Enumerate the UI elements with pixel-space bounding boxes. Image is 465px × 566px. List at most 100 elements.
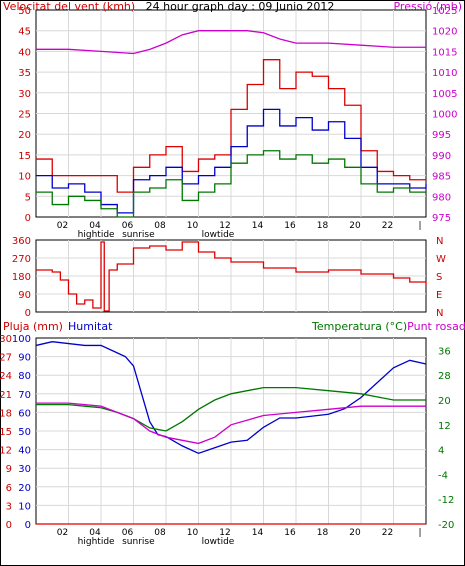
p3-humidity-tick-4: 40 (18, 446, 31, 457)
p3-xtick-5: 12 (219, 528, 230, 538)
panel1-x-ticks: 02 04 06 08 10 12 14 16 18 20 22 | (57, 221, 422, 231)
p1-right-tick-7: 1010 (432, 68, 457, 79)
panel1-event-markers: hightide sunrise lowtide (78, 230, 235, 240)
p2-left-tick-2: 180 (12, 272, 31, 283)
p3-xtick-6: 14 (252, 528, 264, 538)
p3-xtick-10: 22 (382, 528, 393, 538)
p3-rain-tick-5: 15 (0, 427, 12, 438)
p2-compass-1: W (436, 254, 446, 265)
p1-xtick-8: 18 (317, 221, 329, 231)
p1-xtick-0: 02 (57, 221, 68, 231)
p1-xtick-10: 22 (382, 221, 393, 231)
p1-right-tick-0: 975 (432, 213, 451, 224)
p3-temperature-tick-4: -4 (438, 470, 448, 481)
p3-humidity-tick-1: 10 (18, 501, 31, 512)
p1-right-tick-5: 1000 (432, 110, 457, 121)
p3-humidity-tick-8: 80 (18, 371, 31, 382)
panel1-y2label: Pressió (mb) (393, 0, 462, 13)
p3-rain-tick-8: 24 (0, 371, 12, 382)
p3-series-3 (36, 402, 426, 445)
p1-right-tick-6: 1005 (432, 89, 457, 100)
p3-xtick-8: 18 (317, 528, 329, 538)
p1-right-tick-9: 1020 (432, 27, 457, 38)
p3-xtick-0: 02 (57, 528, 68, 538)
p3-temperature-tick-14: 36 (438, 346, 451, 357)
panel3-temperature-ticks: -20 -12 -4 4 12 20 28 36 (438, 346, 454, 531)
p3-humidity-tick-7: 70 (18, 390, 31, 401)
p3-humidity-tick-2: 20 (18, 483, 31, 494)
p1-right-tick-1: 980 (432, 192, 451, 203)
p3-xtick-2: 06 (122, 528, 134, 538)
p1-xtick-7: 16 (284, 221, 296, 231)
p3-marker-sunrise: sunrise (122, 537, 155, 547)
p1-left-tick-3: 15 (18, 151, 31, 162)
dewpoint-label: Punt rosada (407, 320, 465, 333)
p3-humidity-tick-3: 30 (18, 464, 31, 475)
p1-right-tick-4: 995 (432, 130, 451, 141)
panel3-series (35, 341, 427, 525)
p2-compass-3: E (436, 290, 442, 301)
p2-left-tick-3: 270 (12, 254, 31, 265)
p1-marker-hightide: hightide (78, 230, 115, 240)
p1-series-0 (36, 59, 426, 193)
p3-xtick-1: 04 (89, 528, 101, 538)
panel3-temperature-label: Temperatura (°C)Punt rosada (311, 320, 465, 333)
p2-left-tick-1: 90 (18, 290, 31, 301)
p3-humidity-tick-5: 50 (18, 427, 31, 438)
p1-left-tick-8: 40 (18, 47, 31, 58)
panel3-rain-ticks: 0 3 6 9 12 15 18 21 24 27 30 (0, 334, 12, 531)
p3-rain-tick-0: 0 (6, 520, 12, 531)
p1-xtick-5: 12 (219, 221, 230, 231)
wind-speed-pressure-panel: Velocitat del vent (kmh) 24 hour graph d… (3, 0, 462, 240)
p1-left-tick-2: 10 (18, 172, 31, 183)
panel3-humidity-label: Humitat (68, 320, 113, 333)
p3-marker-hightide: hightide (78, 537, 115, 547)
p1-marker-lowtide: lowtide (202, 230, 235, 240)
p3-rain-tick-1: 3 (6, 501, 12, 512)
p3-rain-tick-7: 21 (0, 390, 12, 401)
p3-marker-lowtide: lowtide (202, 537, 235, 547)
p1-xtick-6: 14 (252, 221, 264, 231)
p1-left-tick-10: 50 (18, 6, 31, 17)
chart-title: 24 hour graph day : 09 Junio 2012 (146, 0, 335, 13)
panel1-ylabel: Velocitat del vent (kmh) (3, 0, 135, 13)
p3-humidity-tick-10: 100 (12, 334, 31, 345)
p1-left-tick-0: 0 (25, 213, 31, 224)
p2-left-tick-0: 0 (25, 308, 31, 319)
p3-rain-tick-6: 18 (0, 408, 12, 419)
p3-temperature-tick-12: 28 (438, 371, 451, 382)
p2-series-0 (36, 241, 427, 312)
p3-humidity-tick-9: 90 (18, 353, 31, 364)
panel3-event-markers: hightide sunrise lowtide (78, 537, 235, 547)
panel2-left-ticks: 0 90 180 270 360 (12, 236, 31, 319)
panel1-right-ticks: 975 980 985 990 995 1000 1005 1010 1015 1020 1025 (432, 6, 457, 224)
p3-temperature-tick-6: 4 (438, 446, 444, 457)
p1-left-tick-4: 20 (18, 130, 31, 141)
p1-xtick-11: | (418, 221, 421, 231)
p1-xtick-9: 20 (349, 221, 361, 231)
p3-rain-tick-9: 27 (0, 353, 12, 364)
p3-humidity-tick-0: 0 (25, 520, 31, 531)
p2-compass-0: N (436, 236, 443, 247)
panel2-series (36, 241, 427, 312)
p3-series-2 (36, 386, 426, 432)
temperature-label: Temperatura (°C) (311, 320, 407, 333)
p1-xtick-4: 10 (187, 221, 199, 231)
p3-xtick-3: 08 (154, 528, 166, 538)
panel3-gridlines (36, 338, 426, 524)
p3-xtick-11: | (418, 528, 421, 538)
p1-left-tick-1: 5 (25, 192, 31, 203)
panel3-humidity-ticks: 0 10 20 30 40 50 60 70 80 90 100 (12, 334, 31, 531)
p2-compass-2: S (436, 272, 442, 283)
p3-rain-tick-4: 12 (0, 446, 12, 457)
rain-humidity-temperature-panel: Pluja (mm) Humitat Temperatura (°C)Punt … (0, 320, 465, 547)
p3-rain-tick-10: 30 (0, 334, 12, 345)
p3-xtick-9: 20 (349, 528, 361, 538)
panel1-left-ticks: 0 5 10 15 20 25 30 35 40 45 50 (18, 6, 31, 224)
p1-left-tick-6: 30 (18, 89, 31, 100)
p3-xtick-4: 10 (187, 528, 199, 538)
